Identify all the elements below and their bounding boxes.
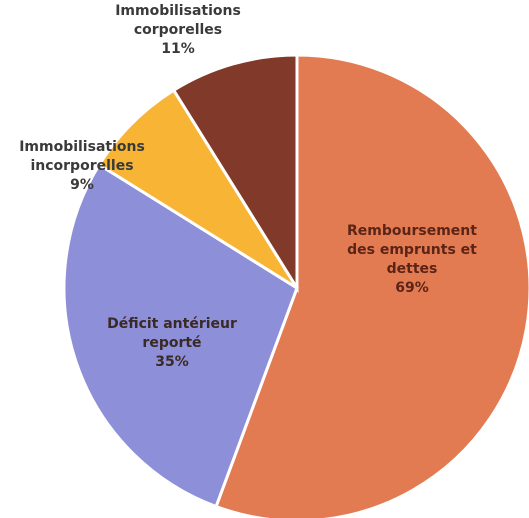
slice-label-text: Déficit antérieur reporté 35% (77, 315, 267, 372)
category-label: Immobilisations corporelles (115, 3, 241, 38)
pie-slice (62, 162, 299, 509)
pie-slice (97, 88, 299, 290)
value-label: 35% (155, 354, 189, 370)
slice-label-text: Immobilisations incorporelles 9% (0, 138, 177, 195)
slice-label-text: Remboursement des emprunts et dettes 69% (317, 222, 507, 298)
pie-slice (214, 53, 529, 518)
pie-slice (171, 53, 299, 294)
category-label: Immobilisations incorporelles (19, 139, 145, 174)
slice-label-text: Immobilisations corporelles 11% (83, 2, 273, 59)
slice-label: Immobilisations incorporelles 9% (0, 138, 177, 195)
value-label: 69% (395, 280, 429, 296)
slice-label: Déficit antérieur reporté 35% (77, 315, 267, 372)
slice-label: Remboursement des emprunts et dettes 69% (317, 222, 507, 298)
value-label: 11% (161, 41, 195, 57)
value-label: 9% (70, 177, 94, 193)
category-label: Déficit antérieur reporté (107, 316, 237, 351)
slice-label: Immobilisations corporelles 11% (83, 2, 273, 59)
category-label: Remboursement des emprunts et dettes (347, 223, 477, 277)
